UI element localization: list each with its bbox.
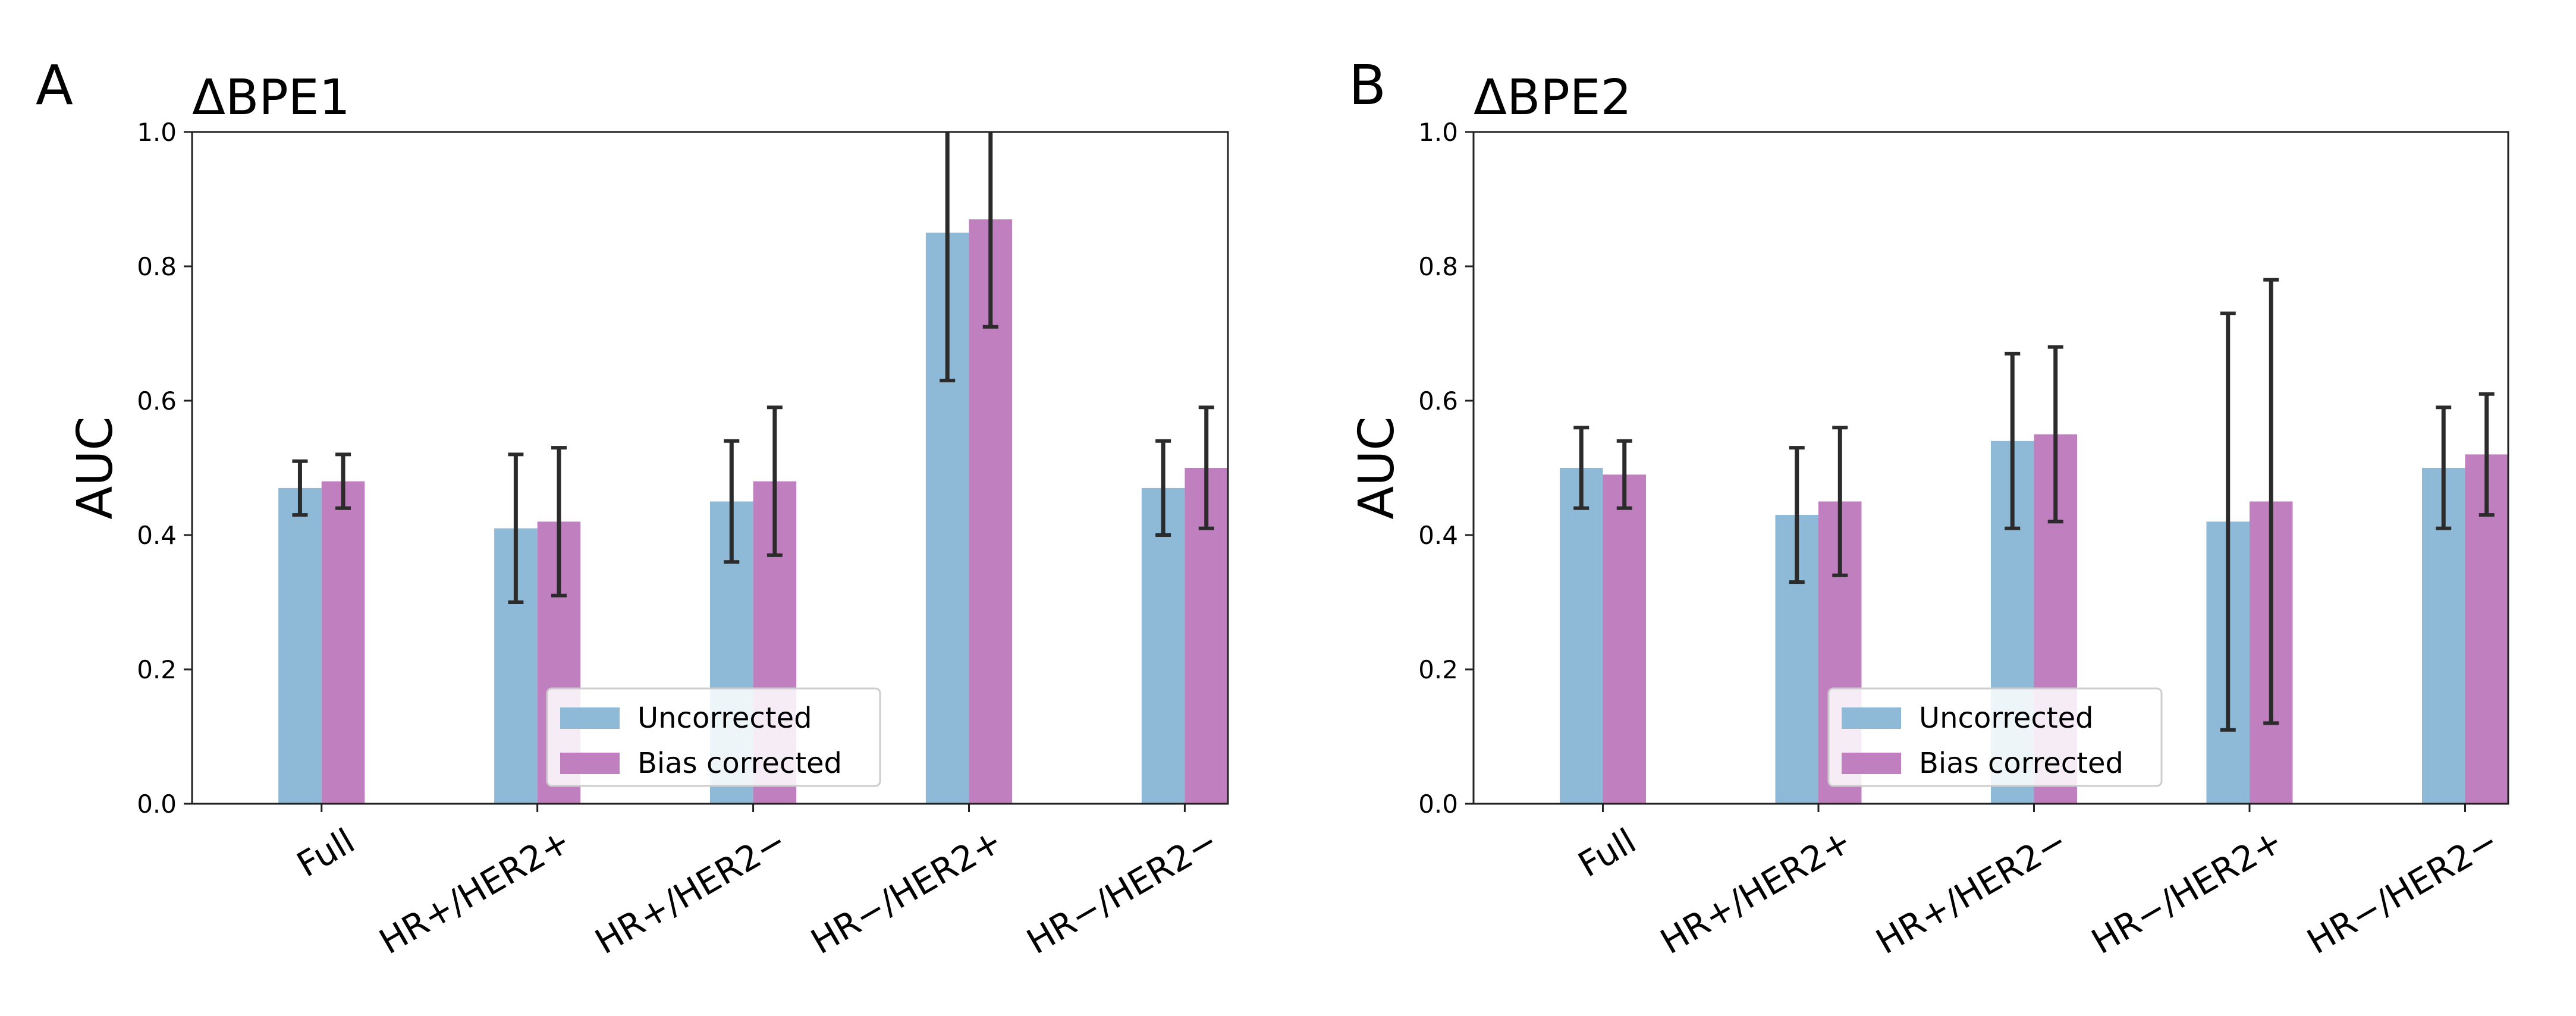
y-axis-label: AUC [1349,416,1405,519]
legend-label: Uncorrected [1919,702,2094,735]
x-tick-label: HR−/HER2− [2300,820,2505,962]
bar [1603,474,1646,804]
y-tick-label: 1.0 [137,118,177,147]
axes-frame [1472,131,2509,805]
y-tick-label: 0.6 [1418,386,1458,416]
panel-b: 0.0 0.2 0.4 0.6 0.8 1.0 Full HR+/HER2+ HR+/HER2−… [1349,54,2509,962]
y-tick-label: 1.0 [1418,118,1458,147]
legend-swatch [560,753,620,774]
y-tick-label: 0.4 [137,521,177,550]
x-tick-label: Full [290,820,362,885]
panel-letter: A [36,54,73,117]
x-tick-label: HR+/HER2− [588,820,793,962]
x-tick-label: HR−/HER2+ [804,820,1009,962]
legend: Uncorrected Bias corrected [1827,687,2163,787]
bar [278,487,322,804]
bar [321,481,365,804]
legend-label: Bias corrected [1919,747,2123,780]
legend-label: Bias corrected [637,747,842,780]
y-tick-label: 0.0 [1418,789,1458,819]
legend: Uncorrected Bias corrected [546,687,881,787]
legend-box [546,687,881,787]
y-tick-label: 0.6 [137,386,177,416]
legend-box [1827,687,2163,787]
legend-label: Uncorrected [637,702,812,735]
chart-title: ΔBPE2 [1474,70,1632,126]
legend-swatch [1842,707,1901,729]
y-tick-label: 0.8 [1418,252,1458,281]
legend-swatch [560,707,620,729]
bar [1141,487,1185,804]
x-tick-label: HR+/HER2− [1869,820,2074,962]
x-tick-label: HR+/HER2+ [1654,820,1858,962]
x-tick-label: HR+/HER2+ [373,820,577,962]
plot-area [1560,278,2508,804]
y-tick-label: 0.8 [137,252,177,281]
legend-swatch [1842,753,1901,774]
bar [1560,468,1603,804]
x-tick-label: HR−/HER2+ [2085,820,2289,962]
y-tick-label: 0.2 [137,655,177,684]
y-tick-label: 0.4 [1418,521,1458,550]
panel-a: 0.0 0.2 0.4 0.6 0.8 1.0 Full HR+/HER2+ HR+/HER2−… [36,54,1229,962]
y-axis-label: AUC [67,416,124,519]
x-tick-label: Full [1572,820,1643,885]
y-tick-label: 0.2 [1418,655,1458,684]
y-tick-label: 0.0 [137,789,177,819]
x-tick-label: HR−/HER2− [1020,820,1224,962]
chart-title: ΔBPE1 [192,70,350,126]
axes-frame [191,131,1229,805]
panel-letter: B [1349,54,1386,117]
